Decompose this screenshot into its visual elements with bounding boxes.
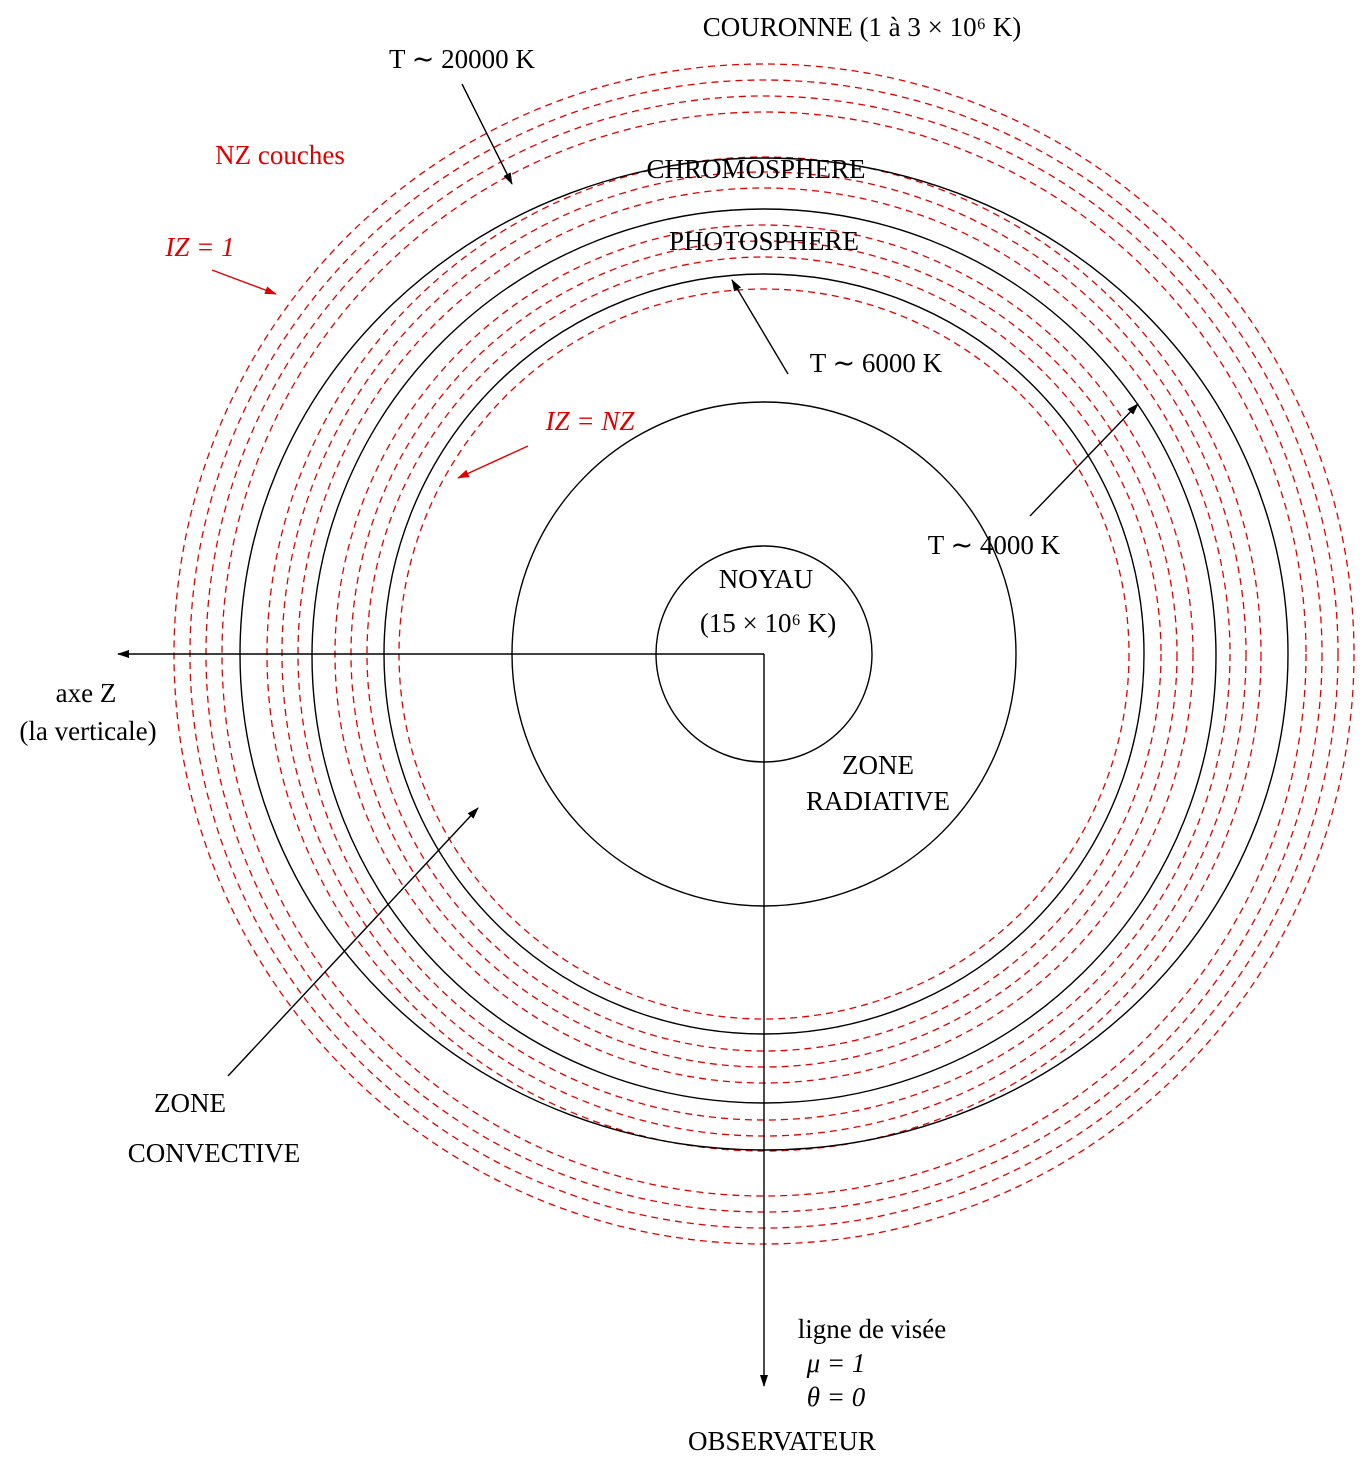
label: ligne de visée xyxy=(798,1314,946,1344)
label: (la verticale) xyxy=(19,716,156,746)
label: COURONNE (1 à 3 × 10⁶ K) xyxy=(703,12,1022,42)
label: NZ couches xyxy=(215,140,345,170)
label: NOYAU xyxy=(719,564,814,594)
label: (15 × 10⁶ K) xyxy=(700,608,836,638)
label: IZ = 1 xyxy=(164,232,234,262)
label: PHOTOSPHERE xyxy=(669,226,859,256)
label: ZONE xyxy=(154,1088,226,1118)
label: axe Z xyxy=(56,678,117,708)
label: CHROMOSPHERE xyxy=(646,154,865,184)
label: RADIATIVE xyxy=(806,786,950,816)
label: ZONE xyxy=(842,750,914,780)
label: T ∼ 4000 K xyxy=(928,530,1061,560)
label: IZ = NZ xyxy=(545,406,636,436)
label: T ∼ 20000 K xyxy=(389,44,535,74)
label: CONVECTIVE xyxy=(128,1138,300,1168)
labels: COURONNE (1 à 3 × 10⁶ K) T ∼ 20000 K NZ … xyxy=(19,12,1060,1456)
label: OBSERVATEUR xyxy=(688,1426,876,1456)
label: μ = 1 xyxy=(806,1348,866,1378)
label: T ∼ 6000 K xyxy=(810,348,943,378)
arrows xyxy=(117,83,1139,1387)
label: θ = 0 xyxy=(807,1382,866,1412)
